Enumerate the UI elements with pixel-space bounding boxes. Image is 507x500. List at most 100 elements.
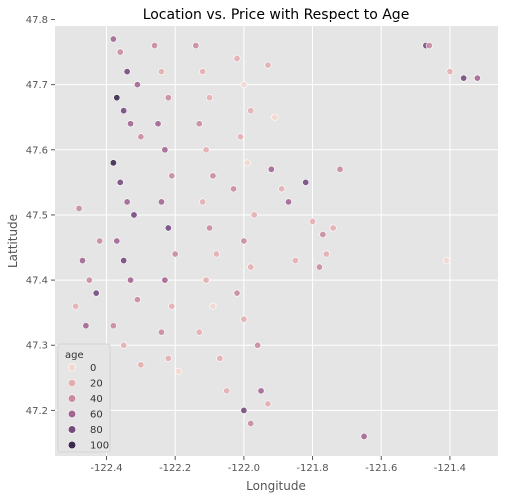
data-point (446, 68, 454, 76)
data-point (223, 387, 231, 395)
data-point (247, 419, 255, 427)
data-point (199, 198, 207, 206)
data-point (206, 224, 214, 232)
data-point (195, 120, 203, 128)
data-point (137, 133, 145, 141)
y-axis-label: Lattitude (6, 214, 20, 268)
data-point (161, 276, 169, 284)
data-point (271, 113, 279, 121)
data-point (195, 328, 203, 336)
legend-entry: 20 (67, 379, 103, 390)
data-point (116, 178, 124, 186)
data-point (113, 237, 121, 245)
legend-entry: 40 (67, 394, 103, 405)
y-tick-label: 47.2 (26, 406, 48, 417)
data-point (233, 55, 241, 63)
data-point (236, 133, 244, 141)
x-axis-ticks: -122.4 -122.2 -122.0 -121.8 -121.6 -121.4 (90, 456, 466, 474)
data-point (120, 341, 128, 349)
data-point (250, 211, 258, 219)
y-tick-label: 47.3 (26, 341, 48, 352)
data-point (267, 165, 275, 173)
x-axis-label: Longitude (246, 479, 306, 493)
data-points (72, 35, 481, 440)
data-point (171, 250, 179, 258)
data-point (240, 237, 248, 245)
data-point (109, 159, 117, 167)
y-tick-label: 47.4 (26, 276, 48, 287)
data-point (164, 224, 172, 232)
legend-marker (67, 440, 77, 450)
data-point (233, 289, 241, 297)
legend-marker (67, 394, 77, 403)
legend-entry: 100 (67, 440, 109, 452)
data-point (202, 146, 210, 154)
y-tick-label: 47.5 (26, 210, 48, 221)
x-tick-label: -122.2 (159, 463, 191, 474)
data-point (82, 322, 90, 330)
data-point (137, 361, 145, 369)
data-point (319, 230, 327, 238)
data-point (425, 42, 433, 50)
data-point (254, 341, 262, 349)
data-point (133, 296, 141, 304)
data-point (202, 276, 210, 284)
data-point (120, 107, 128, 115)
data-point (123, 68, 131, 76)
y-axis-ticks: 47.2 47.3 47.4 47.5 47.6 47.7 47.8 (26, 15, 55, 417)
data-point (247, 263, 255, 271)
data-point (315, 263, 323, 271)
data-point (164, 94, 172, 102)
data-point (192, 42, 200, 50)
data-point (309, 217, 317, 225)
chart-title: Location vs. Price with Respect to Age (143, 7, 410, 23)
legend-label: 40 (90, 394, 103, 405)
y-tick-label: 47.7 (26, 80, 48, 91)
data-point (209, 302, 217, 310)
legend: age 0 20 40 60 80 100 (57, 343, 111, 453)
data-point (206, 94, 214, 102)
data-point (120, 257, 128, 265)
data-point (264, 61, 272, 69)
x-tick-label: -121.6 (365, 463, 397, 474)
legend-label: 0 (90, 363, 96, 374)
data-point (161, 146, 169, 154)
data-point (243, 159, 251, 167)
legend-title: age (65, 350, 84, 361)
data-point (230, 185, 238, 193)
data-point (247, 107, 255, 115)
data-point (164, 354, 172, 362)
legend-entry: 80 (67, 425, 103, 436)
grid (55, 18, 498, 456)
data-point (157, 328, 165, 336)
legend-marker (67, 363, 77, 372)
data-point (109, 322, 117, 330)
data-point (157, 68, 165, 76)
data-point (212, 250, 220, 258)
x-tick-label: -121.8 (296, 463, 328, 474)
data-point (199, 68, 207, 76)
data-point (285, 198, 293, 206)
legend-label: 20 (90, 379, 103, 390)
data-point (151, 42, 159, 50)
data-point (278, 185, 286, 193)
data-point (127, 276, 135, 284)
data-point (168, 302, 176, 310)
x-tick-label: -122.0 (228, 463, 260, 474)
data-point (291, 257, 299, 265)
data-point (240, 81, 248, 89)
data-point (442, 257, 450, 265)
data-point (209, 172, 217, 180)
legend-entry: 60 (67, 410, 103, 421)
data-point (336, 165, 344, 173)
y-tick-label: 47.6 (26, 145, 48, 156)
data-point (240, 406, 248, 414)
data-point (322, 250, 330, 258)
legend-label: 80 (90, 425, 103, 436)
data-point (109, 35, 117, 43)
data-point (133, 81, 141, 89)
data-point (360, 432, 368, 440)
x-tick-label: -122.4 (90, 463, 122, 474)
